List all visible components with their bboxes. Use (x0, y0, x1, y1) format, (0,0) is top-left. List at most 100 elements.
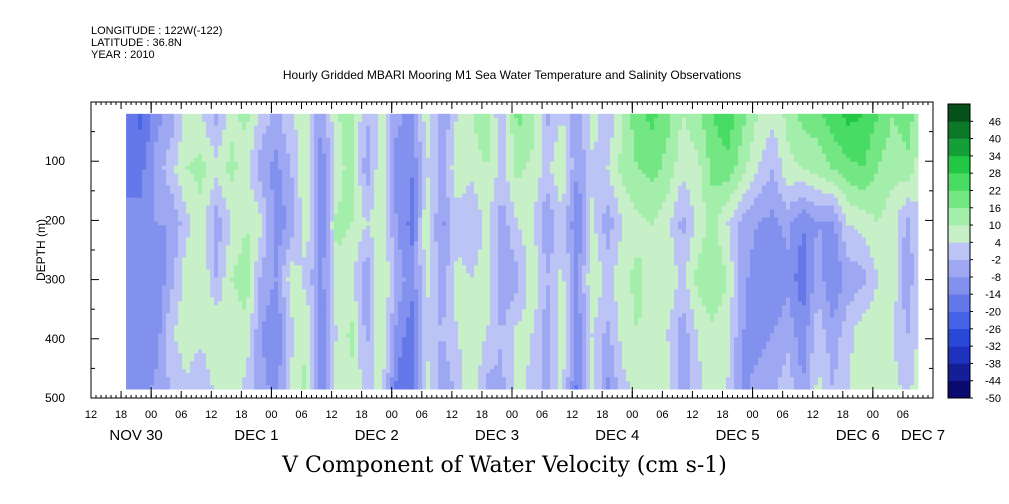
heatmap-cell (382, 209, 387, 214)
heatmap-cell (706, 121, 711, 127)
heatmap-cell (350, 113, 355, 119)
heatmap-cell (909, 153, 915, 159)
heatmap-cell (498, 149, 503, 155)
heatmap-cell (270, 197, 275, 203)
heatmap-cell (218, 209, 223, 214)
heatmap-cell (494, 169, 499, 175)
heatmap-cell (454, 165, 459, 171)
heatmap-cell (658, 185, 663, 191)
heatmap-cell (781, 149, 787, 155)
heatmap-cell (222, 185, 227, 191)
heatmap-cell (486, 173, 491, 179)
heatmap-cell (366, 121, 371, 127)
heatmap-cell (797, 117, 803, 123)
heatmap-cell (538, 161, 543, 167)
heatmap-cell (198, 121, 203, 127)
heatmap-cell (534, 117, 539, 123)
heatmap-cell (678, 189, 683, 195)
heatmap-cell (306, 173, 311, 179)
heatmap-cell (785, 125, 791, 131)
heatmap-cell (694, 113, 699, 119)
heatmap-cell (654, 185, 659, 191)
heatmap-cell (885, 137, 891, 143)
heatmap-cell (402, 141, 407, 147)
heatmap-cell (861, 169, 867, 175)
heatmap-cell (290, 137, 295, 143)
heatmap-cell (450, 197, 455, 203)
heatmap-cell (390, 205, 395, 210)
heatmap-cell (190, 137, 195, 143)
heatmap-cell (438, 125, 443, 131)
heatmap-cell (602, 145, 607, 151)
heatmap-cell (694, 125, 699, 131)
heatmap-cell (378, 181, 383, 187)
heatmap-cell (670, 117, 675, 123)
heatmap-cell (350, 141, 355, 147)
heatmap-cell (769, 161, 775, 167)
heatmap-cell (654, 173, 659, 179)
heatmap-cell (570, 205, 575, 210)
heatmap-cell (662, 209, 667, 214)
heatmap-cell (813, 117, 819, 123)
heatmap-cell (290, 201, 295, 206)
heatmap-cell (198, 133, 203, 139)
heatmap-cell (877, 153, 883, 159)
heatmap-cell (386, 209, 391, 214)
heatmap-cell (618, 133, 623, 139)
heatmap-cell (702, 117, 707, 123)
heatmap-cell (394, 137, 399, 143)
heatmap-cell (258, 209, 263, 214)
heatmap-cell (450, 133, 455, 139)
heatmap-cell (881, 137, 887, 143)
heatmap-cell (462, 185, 467, 191)
heatmap-cell (550, 189, 555, 195)
heatmap-cell (366, 173, 371, 179)
heatmap-cell (833, 161, 839, 167)
heatmap-cell (338, 197, 343, 203)
heatmap-cell (909, 201, 915, 206)
heatmap-cell (402, 201, 407, 206)
heatmap-cell (725, 121, 731, 127)
heatmap-cell (745, 201, 751, 206)
heatmap-cell (454, 197, 459, 203)
heatmap-cell (837, 117, 843, 123)
heatmap-cell (558, 205, 563, 210)
heatmap-cell (346, 153, 351, 159)
heatmap-cell (414, 177, 419, 183)
heatmap-cell (170, 133, 175, 139)
heatmap-cell (198, 137, 203, 143)
heatmap-cell (370, 117, 375, 123)
heatmap-cell (646, 189, 651, 195)
heatmap-cell (218, 153, 223, 159)
heatmap-cell (502, 173, 507, 179)
heatmap-cell (658, 121, 663, 127)
heatmap-cell (378, 129, 383, 135)
heatmap-cell (698, 205, 703, 210)
heatmap-cell (522, 201, 527, 206)
heatmap-cell (494, 145, 499, 151)
heatmap-cell (546, 189, 551, 195)
heatmap-cell (130, 165, 135, 171)
heatmap-cell (402, 177, 407, 183)
heatmap-cell (757, 121, 763, 127)
heatmap-cell (686, 117, 691, 123)
heatmap-cell (749, 157, 755, 163)
heatmap-cell (789, 157, 795, 163)
heatmap-cell (322, 133, 327, 139)
heatmap-cell (749, 177, 755, 183)
heatmap-cell (574, 205, 579, 210)
heatmap-cell (434, 113, 439, 119)
heatmap-cell (913, 117, 919, 123)
heatmap-cell (877, 181, 883, 187)
heatmap-cell (721, 129, 727, 135)
heatmap-cell (797, 193, 803, 199)
heatmap-cell (745, 137, 751, 143)
heatmap-cell (654, 145, 659, 151)
heatmap-cell (825, 185, 831, 191)
heatmap-cell (394, 185, 399, 191)
heatmap-cell (654, 149, 659, 155)
heatmap-cell (146, 121, 151, 127)
heatmap-cell (374, 201, 379, 206)
heatmap-cell (218, 169, 223, 175)
heatmap-cell (342, 129, 347, 135)
